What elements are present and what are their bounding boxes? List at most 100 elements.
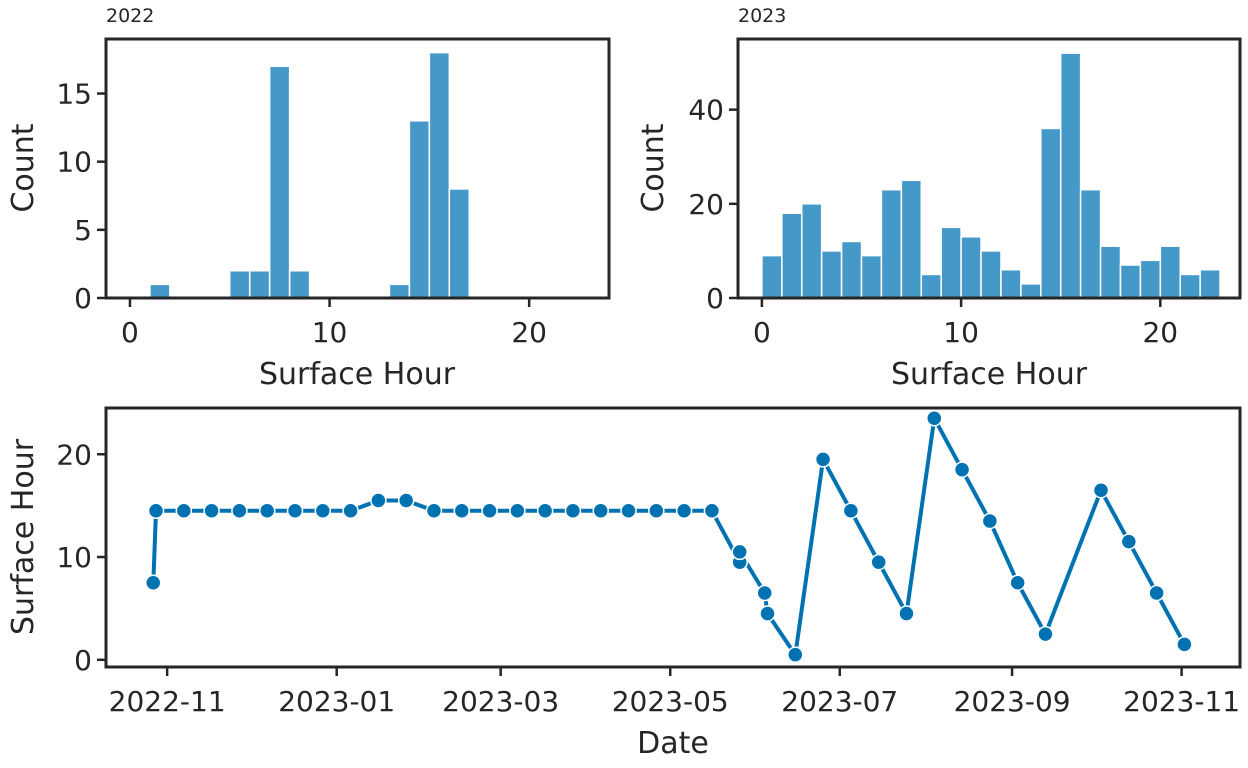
plot-frame: [736, 37, 1242, 300]
data-point: [509, 502, 526, 520]
data-point: [397, 492, 415, 509]
histogram-bar: [1000, 268, 1022, 299]
y-tick-label: 15: [56, 78, 92, 111]
histogram-bar: [248, 269, 271, 299]
histogram-2022-bars: [149, 51, 471, 299]
histogram-bar: [229, 269, 251, 299]
y-tick-label: 0: [706, 282, 724, 315]
x-tick-label: 10: [312, 316, 348, 349]
x-axis-ticks: 0 10 20: [753, 298, 1178, 349]
x-tick-label: 0: [121, 316, 139, 349]
histogram-bar: [940, 226, 962, 299]
y-tick-label: 10: [56, 541, 92, 574]
data-point: [425, 502, 443, 520]
histogram-2022-panel: 2022 0 5 10 15 0 10 20 Surface Hour Count: [6, 5, 611, 392]
data-point: [731, 543, 748, 561]
y-tick-label: 10: [56, 146, 92, 179]
data-point: [481, 502, 498, 520]
data-point: [842, 502, 860, 520]
data-point: [592, 502, 609, 520]
data-point: [756, 584, 773, 602]
histogram-bar: [820, 250, 843, 299]
histogram-bar: [268, 65, 291, 299]
histogram-bar: [960, 236, 982, 299]
histogram-bar: [1020, 283, 1042, 299]
data-point: [870, 553, 887, 571]
y-axis-label: Count: [6, 123, 41, 212]
data-point: [1148, 584, 1165, 602]
data-point: [370, 492, 387, 509]
x-tick-label: 2022-11: [109, 685, 226, 718]
histogram-bar: [1179, 273, 1201, 299]
y-tick-label: 40: [688, 94, 724, 127]
data-point: [1037, 625, 1054, 643]
histogram-2023-panel: 2023 0 20 40 0 10 20 Surface Hour Count: [636, 5, 1242, 392]
data-point: [1092, 481, 1110, 499]
data-point: [1009, 574, 1026, 591]
plot-frame: [104, 406, 1242, 669]
panel-title: 2023: [738, 5, 786, 27]
x-axis-ticks: 2022-11 2023-01 2023-03 2023-05 2023-07 2023-…: [109, 667, 1240, 718]
histogram-bar: [860, 254, 883, 299]
y-tick-label: 5: [74, 214, 92, 247]
histogram-bar: [1159, 245, 1181, 299]
data-point: [145, 574, 162, 591]
y-axis-label: Surface Hour: [6, 438, 41, 635]
y-tick-label: 0: [74, 282, 92, 315]
histogram-bar: [1079, 188, 1102, 299]
data-point: [231, 502, 248, 520]
y-axis-ticks: 0 20 40: [688, 94, 738, 315]
x-tick-label: 2023-07: [781, 685, 898, 718]
histogram-bar: [800, 203, 823, 299]
histogram-2023-bars: [761, 52, 1221, 299]
surface-hour-timeseries-panel: 0 10 20 2022-11 2023-01 2023-03 2023-05 2023-0…: [6, 406, 1242, 761]
x-tick-label: 2023-05: [612, 685, 729, 718]
histogram-bar: [448, 188, 471, 299]
histogram-bar: [1040, 127, 1062, 299]
data-point: [453, 502, 471, 520]
data-point: [147, 502, 165, 520]
histogram-bar: [149, 283, 171, 299]
y-axis-label: Count: [636, 123, 671, 212]
y-axis-ticks: 0 10 20: [56, 438, 106, 677]
data-point: [953, 461, 971, 478]
x-axis-label: Surface Hour: [891, 357, 1088, 392]
histogram-bar: [408, 120, 431, 299]
histogram-bar: [900, 179, 923, 299]
histogram-bar: [428, 51, 451, 299]
y-axis-ticks: 0 5 10 15: [56, 78, 106, 315]
histogram-bar: [781, 212, 803, 299]
panel-title: 2022: [106, 5, 154, 27]
x-tick-label: 2023-03: [442, 685, 559, 718]
x-axis-ticks: 0 10 20: [121, 298, 547, 349]
data-point: [1120, 533, 1138, 550]
series-line: [151, 416, 1187, 657]
x-axis-label: Date: [637, 726, 709, 761]
data-point: [787, 646, 804, 663]
data-point: [759, 605, 776, 622]
x-tick-label: 2023-09: [954, 685, 1071, 718]
data-point: [675, 502, 693, 520]
x-tick-label: 20: [511, 316, 547, 349]
y-tick-label: 20: [688, 188, 724, 221]
surface-hour-series: [145, 410, 1193, 663]
data-point: [926, 410, 943, 427]
data-point: [286, 502, 304, 520]
x-tick-label: 2023-11: [1123, 685, 1240, 718]
histogram-bar: [920, 273, 942, 299]
data-point: [314, 502, 332, 520]
x-tick-label: 10: [943, 316, 979, 349]
histogram-bar: [840, 240, 863, 299]
data-point: [814, 451, 832, 468]
plot-frame: [104, 37, 611, 300]
x-axis-label: Surface Hour: [259, 357, 456, 392]
data-point: [203, 502, 220, 520]
data-point: [898, 605, 915, 622]
histogram-bar: [388, 283, 411, 299]
histogram-bar: [880, 188, 903, 299]
x-tick-label: 2023-01: [278, 685, 395, 718]
data-point: [564, 502, 582, 520]
histogram-bar: [1139, 259, 1162, 299]
y-tick-label: 20: [56, 438, 92, 471]
